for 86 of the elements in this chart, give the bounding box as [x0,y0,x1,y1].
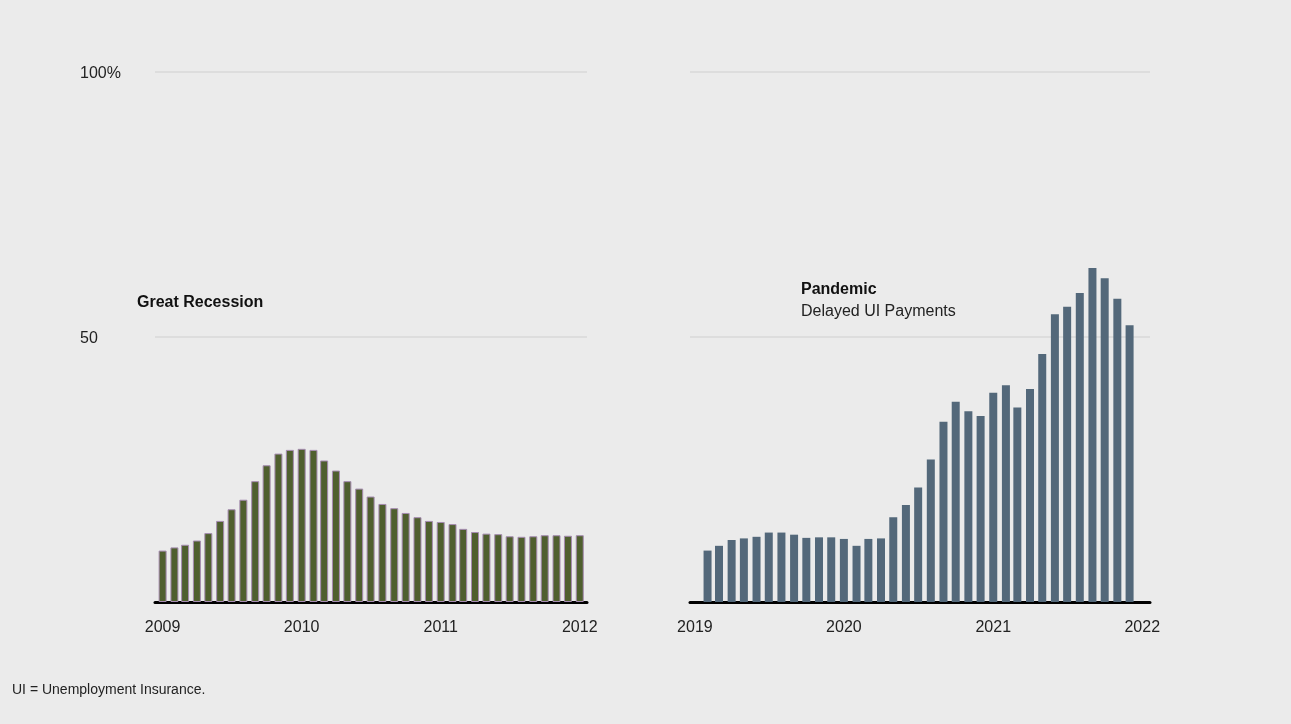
bar [1113,298,1122,602]
bar [192,540,201,602]
bar [563,535,572,602]
text: Great Recession [137,292,264,310]
bar [1001,385,1010,602]
bar [764,532,773,602]
bar [285,449,294,602]
bar [204,533,213,602]
x-tick-label: 2010 [283,617,320,635]
bar [378,503,387,602]
bar [297,448,306,602]
bar [727,539,736,602]
bar [739,538,748,602]
bar [1100,278,1109,602]
x-tick-label: 2009 [144,617,181,635]
bar [482,533,491,602]
bar [901,505,910,602]
bar [1038,353,1047,602]
bar [951,401,960,602]
bar [251,481,260,602]
bar [926,459,935,602]
bar [471,532,479,602]
bar [989,392,998,602]
bar [939,421,948,602]
bar [436,521,445,602]
x-tick-label: 2022 [1124,617,1161,635]
bar [366,496,375,602]
bar [752,536,761,602]
text: Delayed UI Payments [801,301,956,319]
x-tick-label: 2011 [423,617,459,635]
bar [227,509,236,602]
bar [158,550,167,602]
bar [505,536,514,602]
bar [1026,388,1034,602]
bar [540,535,549,602]
bar [239,499,248,602]
bar [343,481,352,602]
bar [448,524,457,602]
bar [494,534,503,602]
bar [575,535,584,602]
bar [1125,325,1134,602]
bar [459,528,468,602]
bar [814,537,823,602]
bar [1088,268,1097,602]
bar [964,411,973,602]
bar [216,520,225,602]
bar [331,470,340,602]
bar [703,550,712,602]
bar [864,538,873,602]
bar [1075,293,1084,602]
bar [790,534,799,602]
bar [424,520,433,602]
bar [1050,314,1059,602]
x-tick-label: 2019 [677,617,713,635]
bar [914,487,923,602]
bar [320,460,329,602]
bar [839,538,848,602]
bar [877,538,886,602]
bar [274,453,283,602]
x-tick-label: 2020 [826,617,862,635]
x-tick-label: 2012 [561,617,598,635]
bar [777,532,786,602]
x-tick-label: 2021 [975,617,1012,635]
bar [170,547,179,602]
y-tick-label: 50 [80,328,98,346]
bar [852,545,861,602]
bar [309,449,318,602]
bar [262,465,271,602]
bar [889,517,898,602]
bar [529,536,538,602]
bar [1013,407,1022,602]
bar [355,488,364,602]
bar [181,544,190,602]
bar [714,545,723,602]
bar [802,537,811,602]
bar [827,537,836,602]
text: Pandemic [801,279,877,297]
bar [517,536,526,602]
bar [552,535,561,602]
bar [976,415,985,602]
bar [401,512,410,602]
text: UI = Unemployment Insurance. [12,681,206,697]
bar [390,508,399,602]
bar [1063,306,1072,602]
bar [413,517,422,602]
y-tick-label: 100% [80,63,121,81]
